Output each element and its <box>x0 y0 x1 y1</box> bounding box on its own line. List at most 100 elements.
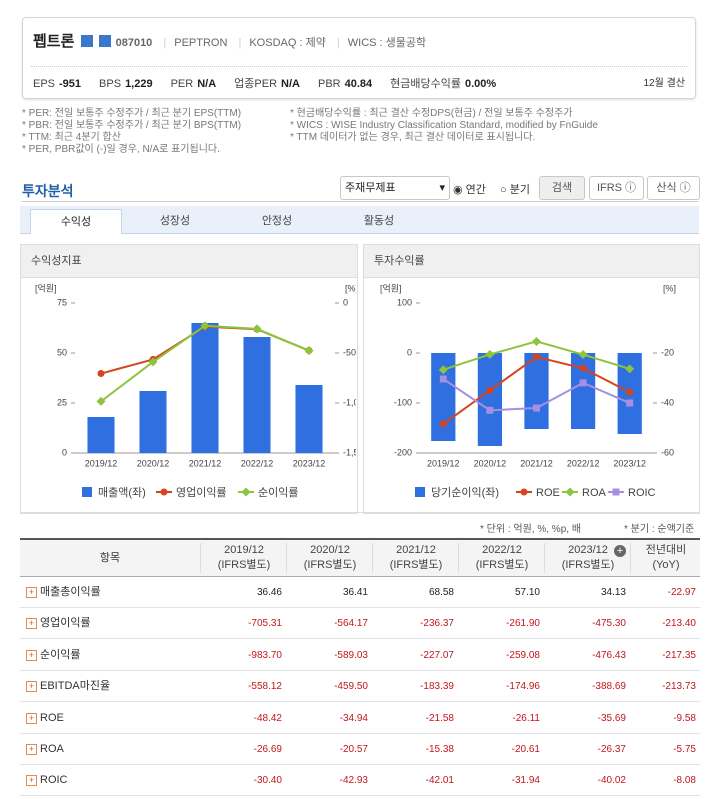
table-cell: -20.61 <box>511 744 540 755</box>
chart-title: 수익성지표 <box>21 245 357 278</box>
table-cell: -558.12 <box>248 681 282 693</box>
table-cell: -983.70 <box>248 649 282 661</box>
table-cell: EBITDA마진율 <box>40 680 111 693</box>
bar <box>87 417 115 453</box>
separator: | <box>163 37 167 49</box>
button-label: 산식 <box>656 182 677 194</box>
row-expand[interactable]: + <box>26 618 37 630</box>
marker <box>626 399 634 407</box>
fiscal: 12월 결산 <box>643 78 685 89</box>
select-text: 주재무제표 <box>345 182 396 194</box>
metric: 업종PER N/A <box>234 78 300 90</box>
row-expand[interactable]: + <box>26 744 37 755</box>
metric-value: 0.00% <box>464 78 497 90</box>
tick-label: -60 <box>661 447 674 457</box>
table-cell: 68.58 <box>428 587 454 598</box>
marker <box>626 388 634 396</box>
home-icon[interactable] <box>81 35 94 47</box>
separator: | <box>336 37 340 49</box>
table-cell: 34.13 <box>600 587 626 598</box>
company-header: 펩트론 087010 | PEPTRON | KOSDAQ : 제약 | WICS :… <box>22 17 696 99</box>
marker <box>241 487 251 497</box>
row-expand[interactable]: + <box>26 587 37 598</box>
header-period: 2019/12 <box>224 544 264 556</box>
header-basis: (IFRS별도) <box>217 559 271 571</box>
formula-button[interactable]: 산식 ⓘ <box>647 176 700 200</box>
x-tick-label: 2020/12 <box>474 458 507 468</box>
y-axis-label: [억원] <box>380 282 402 293</box>
row-expand[interactable]: + <box>26 681 37 693</box>
table-cell: -40.02 <box>597 775 626 787</box>
metric-value: -951 <box>59 78 82 90</box>
table-cell: -183.39 <box>420 681 454 693</box>
table-cell: -34.94 <box>339 712 368 724</box>
marker <box>252 324 262 334</box>
tick-label: -100 <box>394 397 412 407</box>
market: KOSDAQ : 제약 <box>249 37 326 49</box>
header-cell: 2022/12 (IFRS별도) <box>458 543 545 573</box>
notes-right: * 현금배당수익률 : 최근 결산 수정DPS(현금) / 전일 보통주 수정주… <box>290 108 598 144</box>
marker <box>486 386 494 394</box>
marker <box>578 350 588 360</box>
header-period: 2020/12 <box>310 544 350 556</box>
marker <box>96 396 106 406</box>
table-cell: -261.90 <box>506 618 540 630</box>
legend-label: ROE <box>536 487 560 499</box>
tick-label: 50 <box>57 347 67 357</box>
ir-icon[interactable] <box>98 35 111 47</box>
statement-select[interactable]: 주재무제표 ▾ <box>340 176 450 200</box>
metric-value: N/A <box>197 78 217 90</box>
header-period: 2021/12 <box>396 544 436 556</box>
table-cell: -8.08 <box>673 775 696 787</box>
divider <box>20 512 700 513</box>
table-cell: -564.17 <box>334 618 368 630</box>
legend-swatch <box>82 487 92 497</box>
y-axis-label: [억원] <box>35 282 57 293</box>
metric: PBR 40.84 <box>318 78 372 90</box>
bar <box>243 337 271 453</box>
tab[interactable]: 활동성 <box>363 215 395 227</box>
x-tick-label: 2021/12 <box>520 458 553 468</box>
bar <box>139 391 167 453</box>
legend-swatch <box>415 487 425 497</box>
marker <box>485 349 495 359</box>
header-basis: (IFRS별도) <box>561 559 615 571</box>
marker <box>612 488 620 496</box>
ifrs-button[interactable]: IFRS ⓘ <box>589 176 644 200</box>
tab[interactable]: 성장성 <box>159 215 191 227</box>
marker <box>625 364 635 374</box>
table-cell: -589.03 <box>334 649 368 661</box>
header-period: 전년대비 <box>645 544 687 556</box>
row-expand[interactable]: + <box>26 712 37 724</box>
section-title: 투자분석 <box>22 183 74 199</box>
row-expand[interactable]: + <box>26 775 37 787</box>
metric-value: 1,229 <box>125 78 153 90</box>
legend-label: ROIC <box>628 487 656 499</box>
header-cell: 2021/12 (IFRS별도) <box>372 543 459 573</box>
row-border <box>20 638 700 640</box>
header-basis: (IFRS별도) <box>389 559 443 571</box>
marker <box>579 379 587 387</box>
marker <box>520 488 528 496</box>
legend-label: 매출액(좌) <box>98 486 146 499</box>
tab[interactable]: 안정성 <box>261 215 293 227</box>
row-border <box>20 795 700 797</box>
radio-quarter[interactable]: ○ 분기 <box>500 184 530 196</box>
tab-bar <box>20 206 699 234</box>
metric-label: 업종PER <box>234 78 278 90</box>
chart: [억원] [%] 100 0 -100 -200 -20 -40 -60 2019/12 2020/… <box>380 282 676 499</box>
eng-name: PEPTRON <box>174 37 228 49</box>
table-cell: -475.30 <box>592 618 626 630</box>
row-expand[interactable]: + <box>26 649 37 661</box>
table-cell: -42.01 <box>425 775 454 787</box>
table-cell: -42.93 <box>339 775 368 787</box>
table-cell: -227.07 <box>420 649 454 661</box>
radio-label: 분기 <box>509 184 530 196</box>
tab[interactable]: 수익성 <box>30 209 122 234</box>
radio-annual[interactable]: ◉ 연간 <box>453 184 486 196</box>
table-cell: ROE <box>40 711 64 724</box>
tick-label: -1,5 <box>343 447 356 457</box>
search-button[interactable]: 검색 <box>539 176 585 200</box>
table-cell: -48.42 <box>253 712 282 724</box>
expand-icon[interactable]: + <box>614 545 626 557</box>
